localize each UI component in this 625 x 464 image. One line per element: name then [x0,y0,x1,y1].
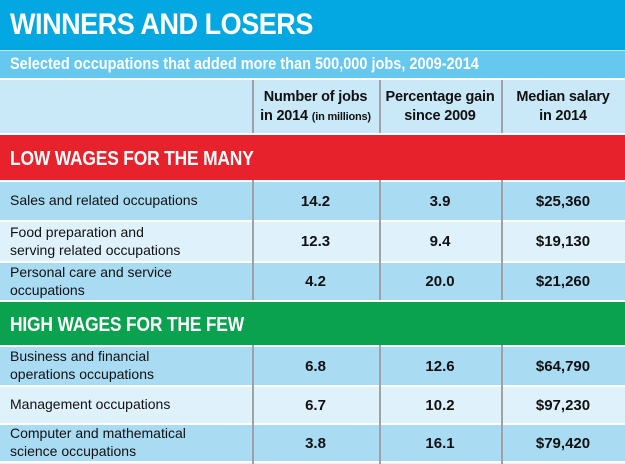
bottom-strip [0,461,625,464]
row-salary-value: $25,360 [535,192,591,210]
column-divider [501,180,503,300]
column-header-jobs-line1: Number of jobs [263,88,368,105]
column-divider [252,345,254,464]
row-salary-value: $64,790 [535,357,591,375]
column-header-gain-line1: Percentage gain [385,88,495,105]
row-jobs-value: 4.2 [305,273,326,290]
column-header-salary: Median salary in 2014 [501,80,625,133]
column-divider [379,180,381,300]
table-row-food-preparation: Food preparation and serving related occ… [0,220,625,261]
row-label: Computer and mathematical science occupa… [10,425,186,459]
row-label: Personal care and service occupations [10,263,172,298]
row-label: Food preparation and serving related occ… [10,223,181,258]
row-jobs-value: 3.8 [305,434,326,452]
section-header-low-wages: LOW WAGES FOR THE MANY [0,133,625,180]
row-gain-value: 9.4 [429,233,451,250]
row-label: Business and financial operations occupa… [10,348,154,382]
section-header-high-wages-label: HIGH WAGES FOR THE FEW [10,314,244,336]
row-gain-value: 16.1 [425,434,455,452]
column-header-salary-line1: Median salary [516,88,610,105]
row-gain-value: 10.2 [425,396,455,414]
column-divider [379,80,381,133]
column-header-jobs-note: (in millions) [311,110,371,123]
subtitle: Selected occupations that added more tha… [10,55,479,73]
table-row-personal-care: Personal care and service occupations 4.… [0,261,625,300]
row-jobs-value: 6.7 [305,396,326,414]
column-header-gain: Percentage gain since 2009 [379,80,501,133]
row-gain-value: 3.9 [429,192,451,210]
row-gain-value: 20.0 [425,273,455,290]
table-row-sales: Sales and related occupations 14.2 3.9 $… [0,180,625,220]
column-header-row: Number of jobs in 2014 (in millions) Per… [0,78,625,133]
section-header-low-wages-label: LOW WAGES FOR THE MANY [10,148,254,170]
table-row-business-financial: Business and financial operations occupa… [0,345,625,385]
rows-group-low-wages: Sales and related occupations 14.2 3.9 $… [0,180,625,300]
row-jobs-value: 14.2 [300,192,331,210]
column-header-jobs-line2: in 2014 [260,107,308,124]
table-row-computer-mathematical: Computer and mathematical science occupa… [0,423,625,461]
column-header-spacer [0,80,252,133]
row-salary-value: $79,420 [535,434,591,452]
row-salary-value: $19,130 [535,233,591,250]
row-label: Sales and related occupations [10,192,198,209]
section-header-high-wages: HIGH WAGES FOR THE FEW [0,300,625,345]
column-divider [379,345,381,464]
row-jobs-value: 6.8 [305,357,326,375]
row-gain-value: 12.6 [425,357,455,375]
column-divider [252,80,254,133]
column-divider [501,80,503,133]
column-header-salary-line2: in 2014 [539,107,587,124]
subtitle-bar: Selected occupations that added more tha… [0,50,625,78]
column-header-gain-line2: since 2009 [404,107,476,124]
page-title: WINNERS AND LOSERS [10,8,313,41]
table-row-management: Management occupations 6.7 10.2 $97,230 [0,385,625,423]
title-bar: WINNERS AND LOSERS [0,0,625,50]
column-divider [252,180,254,300]
column-header-jobs: Number of jobs in 2014 (in millions) [252,80,379,133]
row-salary-value: $97,230 [535,396,591,414]
row-jobs-value: 12.3 [300,233,331,250]
rows-group-high-wages: Business and financial operations occupa… [0,345,625,464]
row-salary-value: $21,260 [535,273,591,290]
row-label: Management occupations [10,396,171,413]
column-divider [501,345,503,464]
